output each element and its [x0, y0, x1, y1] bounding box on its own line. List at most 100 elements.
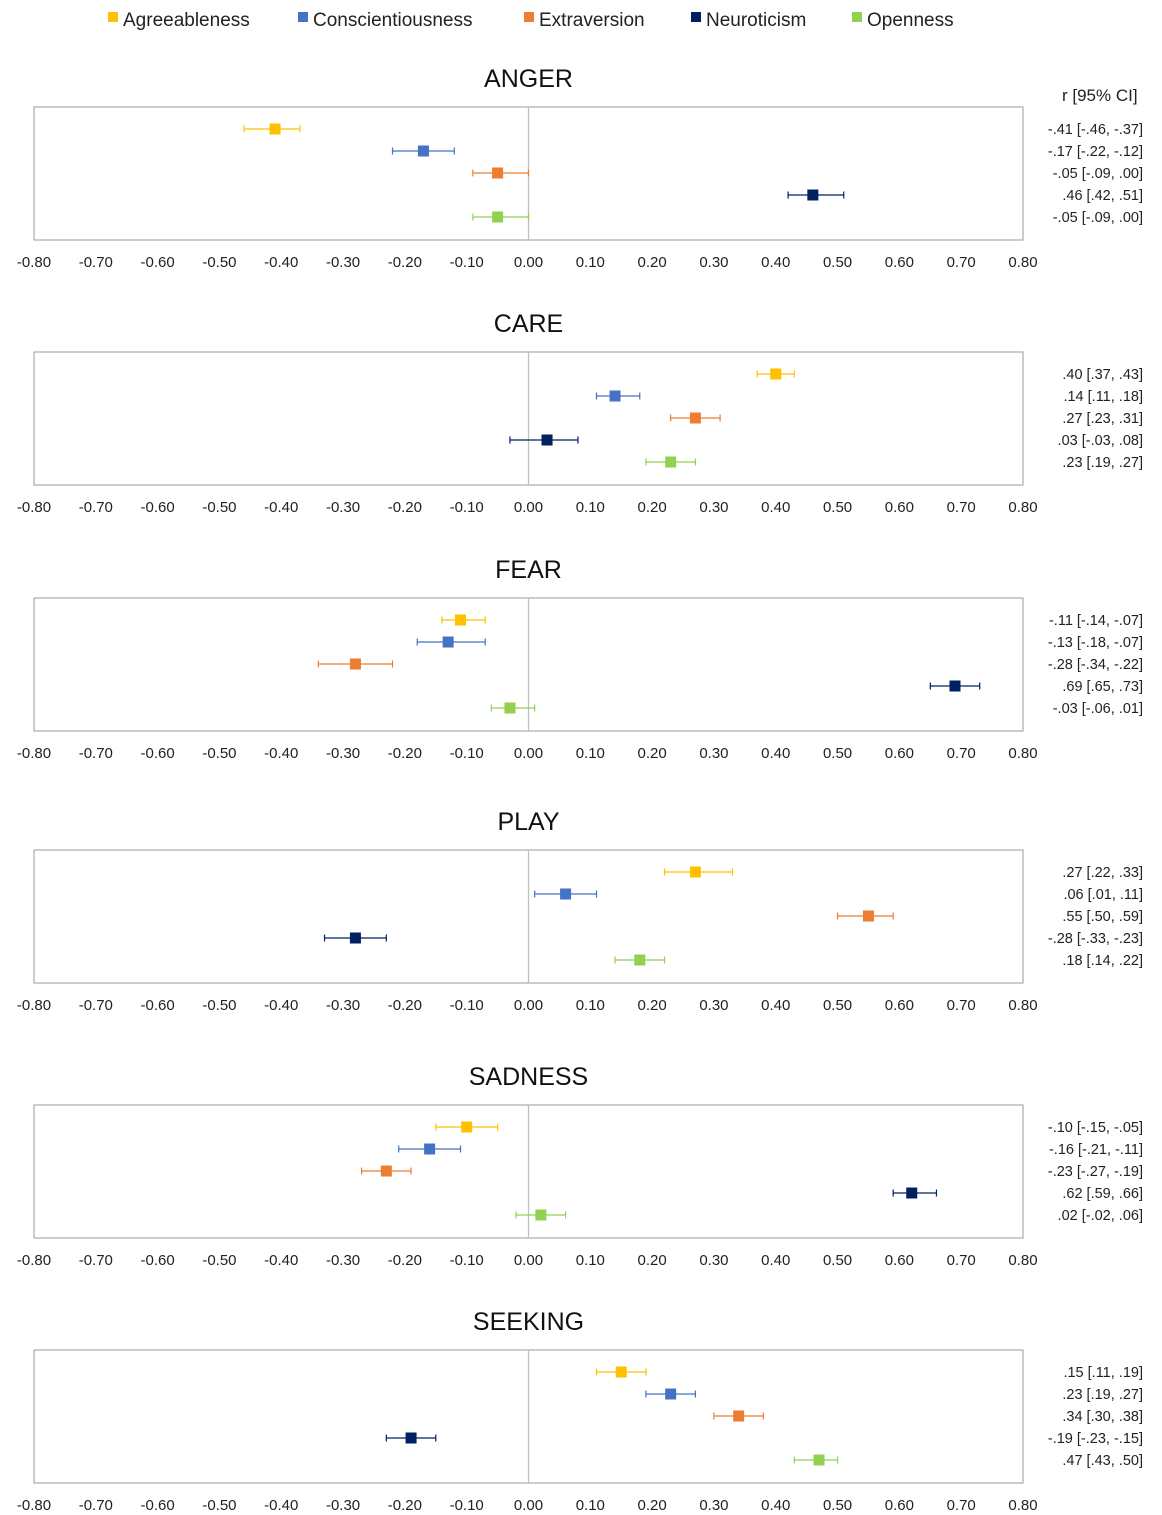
point-marker — [665, 456, 677, 468]
point-extraversion: .27 [.23, .31] — [670, 411, 1143, 427]
ci-label: .47 [.43, .50] — [1062, 1453, 1143, 1469]
x-tick-label: -0.30 — [326, 499, 360, 516]
x-tick-label: 0.40 — [761, 499, 790, 516]
x-tick-label: -0.50 — [202, 997, 236, 1014]
panel-title: SEEKING — [473, 1308, 584, 1336]
legend-item-openness: Openness — [852, 10, 954, 31]
x-tick-label: -0.60 — [141, 499, 175, 516]
x-tick-label: 0.60 — [885, 254, 914, 271]
point-marker — [424, 1143, 436, 1155]
x-tick-label: -0.30 — [326, 1497, 360, 1514]
x-tick-label: 0.40 — [761, 997, 790, 1014]
x-tick-label: -0.20 — [388, 499, 422, 516]
ci-label: .62 [.59, .66] — [1062, 1186, 1143, 1202]
x-tick-label: 0.30 — [699, 1252, 728, 1269]
x-tick-label: -0.10 — [450, 254, 484, 271]
panel-title: CARE — [494, 310, 563, 338]
legend-label-extraversion: Extraversion — [539, 10, 645, 31]
point-openness: .47 [.43, .50] — [793, 1453, 1143, 1469]
point-marker — [349, 658, 361, 670]
point-conscientiousness: .23 [.19, .27] — [645, 1387, 1143, 1403]
point-marker — [461, 1121, 473, 1133]
point-conscientiousness: .14 [.11, .18] — [595, 389, 1143, 405]
ci-label: -.17 [-.22, -.12] — [1048, 144, 1143, 160]
x-tick-label: -0.10 — [450, 499, 484, 516]
x-tick-label: 0.40 — [761, 254, 790, 271]
point-agreeableness: .40 [.37, .43] — [756, 367, 1143, 383]
point-marker — [906, 1187, 918, 1199]
point-neuroticism: -.28 [-.33, -.23] — [323, 931, 1143, 947]
x-tick-label: 0.50 — [823, 1252, 852, 1269]
x-tick-label: 0.50 — [823, 1497, 852, 1514]
x-axis-ticks: -0.80 -0.70 -0.60 -0.50 -0.40 -0.30 -0.20 -0.10… — [17, 745, 1038, 762]
point-marker — [689, 866, 701, 878]
x-tick-label: 0.20 — [638, 499, 667, 516]
x-axis-ticks: -0.80 -0.70 -0.60 -0.50 -0.40 -0.30 -0.20 -0.10… — [17, 254, 1038, 271]
point-agreeableness: .15 [.11, .19] — [595, 1365, 1143, 1381]
x-tick-label: -0.70 — [79, 254, 113, 271]
x-tick-label: 0.10 — [576, 254, 605, 271]
point-marker — [949, 680, 961, 692]
x-tick-label: 0.10 — [576, 997, 605, 1014]
ci-label: .55 [.50, .59] — [1062, 909, 1143, 925]
point-marker — [560, 888, 572, 900]
point-marker — [609, 390, 621, 402]
ci-label: -.11 [-.14, -.07] — [1049, 613, 1143, 629]
ci-label: -.10 [-.15, -.05] — [1048, 1120, 1143, 1136]
ci-label: .40 [.37, .43] — [1062, 367, 1143, 383]
legend-swatch-conscientiousness — [298, 12, 308, 22]
x-tick-label: 0.40 — [761, 1252, 790, 1269]
x-tick-label: -0.70 — [79, 745, 113, 762]
x-tick-label: 0.30 — [699, 997, 728, 1014]
x-tick-label: 0.80 — [1008, 745, 1037, 762]
x-tick-label: 0.70 — [947, 745, 976, 762]
point-marker — [535, 1209, 547, 1221]
point-neuroticism: .69 [.65, .73] — [929, 679, 1143, 695]
x-tick-label: 0.70 — [947, 254, 976, 271]
panels: ANGER r [95% CI] -.41 [-.46, -.37] -.17 [-.… — [17, 65, 1143, 1514]
panel-seeking: SEEKING .15 [.11, .19] .23 [.19, .27] .34 [… — [17, 1308, 1143, 1514]
x-tick-label: -0.30 — [326, 745, 360, 762]
legend-swatch-neuroticism — [691, 12, 701, 22]
x-tick-label: 0.50 — [823, 254, 852, 271]
point-marker — [770, 368, 782, 380]
x-tick-label: -0.80 — [17, 997, 51, 1014]
point-conscientiousness: -.17 [-.22, -.12] — [391, 144, 1143, 160]
legend-swatch-openness — [852, 12, 862, 22]
x-axis-ticks: -0.80 -0.70 -0.60 -0.50 -0.40 -0.30 -0.20 -0.10… — [17, 499, 1038, 516]
ci-header: r [95% CI] — [1062, 86, 1138, 105]
point-openness: .23 [.19, .27] — [645, 455, 1143, 471]
ci-label: .15 [.11, .19] — [1063, 1365, 1143, 1381]
legend: Agreeableness Conscientiousness Extraversi… — [108, 10, 954, 31]
panel-care: CARE .40 [.37, .43] .14 [.11, .18] .27 [.23… — [17, 310, 1143, 516]
point-openness: -.05 [-.09, .00] — [472, 210, 1143, 226]
point-agreeableness: -.41 [-.46, -.37] — [243, 122, 1143, 138]
ci-label: .14 [.11, .18] — [1063, 389, 1143, 405]
x-tick-label: -0.50 — [202, 1497, 236, 1514]
x-tick-label: -0.80 — [17, 1252, 51, 1269]
panel-title: SADNESS — [469, 1063, 588, 1091]
x-tick-label: -0.40 — [264, 745, 298, 762]
x-tick-label: 0.00 — [514, 499, 543, 516]
x-tick-label: 0.70 — [947, 1497, 976, 1514]
point-extraversion: -.23 [-.27, -.19] — [361, 1164, 1143, 1180]
ci-label: .23 [.19, .27] — [1062, 1387, 1143, 1403]
x-tick-label: -0.10 — [450, 1252, 484, 1269]
point-marker — [455, 614, 467, 626]
x-tick-label: -0.40 — [264, 499, 298, 516]
point-marker — [504, 702, 516, 714]
ci-label: .46 [.42, .51] — [1062, 188, 1143, 204]
point-openness: .02 [-.02, .06] — [515, 1208, 1143, 1224]
x-tick-label: -0.20 — [388, 1252, 422, 1269]
x-tick-label: -0.20 — [388, 745, 422, 762]
x-axis-ticks: -0.80 -0.70 -0.60 -0.50 -0.40 -0.30 -0.20 -0.10… — [17, 1497, 1038, 1514]
x-tick-label: -0.60 — [141, 997, 175, 1014]
x-tick-label: 0.40 — [761, 1497, 790, 1514]
panel-title: PLAY — [497, 808, 559, 836]
point-marker — [380, 1165, 392, 1177]
x-tick-label: 0.80 — [1008, 1497, 1037, 1514]
legend-label-agreeableness: Agreeableness — [123, 10, 250, 31]
x-tick-label: 0.30 — [699, 745, 728, 762]
legend-swatch-extraversion — [524, 12, 534, 22]
x-tick-label: 0.60 — [885, 745, 914, 762]
